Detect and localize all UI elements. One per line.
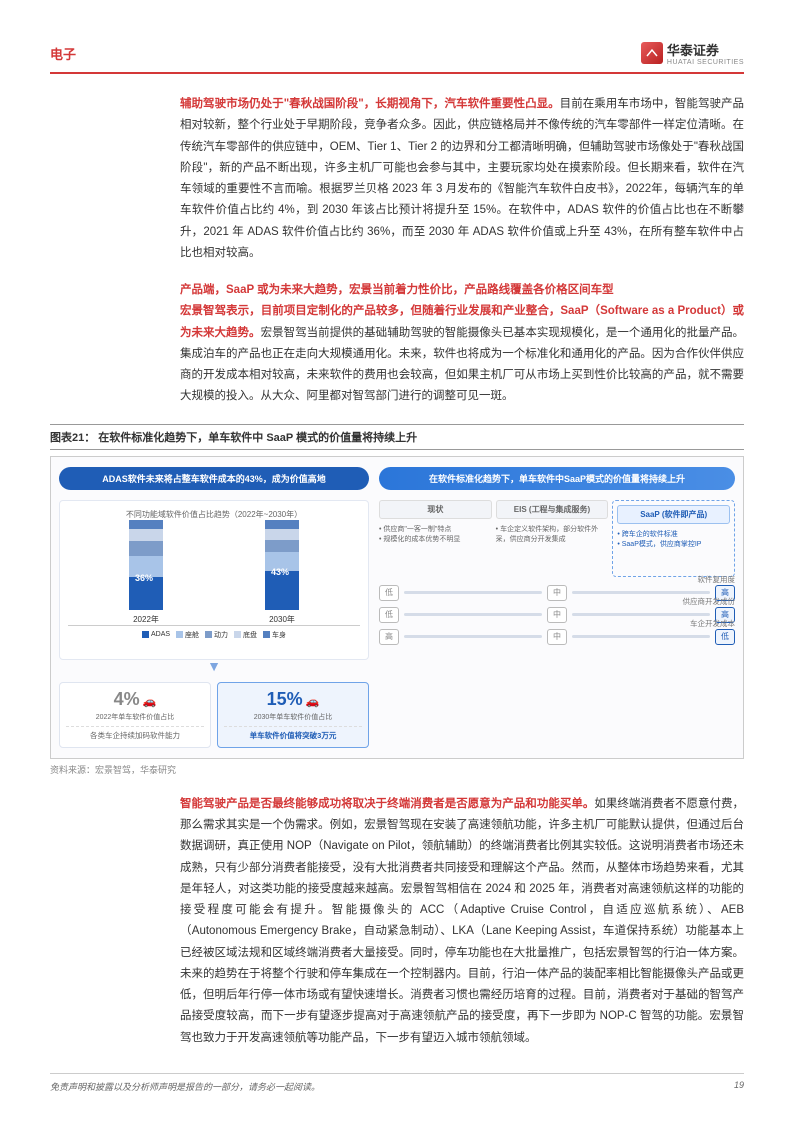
right-pill-title: 在软件标准化趋势下，单车软件中SaaP模式的价值量将持续上升: [379, 467, 735, 490]
paragraph-2: 产品端，SaaP 或为未来大趋势，宏景当前着力性价比，产品路线覆盖各价格区间车型…: [180, 280, 744, 408]
figure-right-panel: 在软件标准化趋势下，单车软件中SaaP模式的价值量将持续上升 现状• 供应商"一…: [379, 467, 735, 748]
paragraph-1: 辅助驾驶市场仍处于"春秋战国阶段"，长期视角下，汽车软件重要性凸显。目前在乘用车…: [180, 94, 744, 264]
para1-lead: 辅助驾驶市场仍处于"春秋战国阶段"，长期视角下，汽车软件重要性凸显。: [180, 98, 560, 110]
figure-left-panel: ADAS软件未来将占整车软件成本的43%，成为价值高地 不同功能域软件价值占比趋…: [59, 467, 369, 748]
paragraph-3: 智能驾驶产品是否最终能够成功将取决于终端消费者是否愿意为产品和功能买单。如果终端…: [180, 794, 744, 1049]
arrow-icon: ▼: [59, 658, 369, 674]
para3-lead: 智能驾驶产品是否最终能够成功将取决于终端消费者是否愿意为产品和功能买单。: [180, 798, 594, 810]
figure-caption: 图表21： 在软件标准化趋势下，单车软件中 SaaP 模式的价值量将持续上升: [50, 424, 744, 450]
page-header: 电子 华泰证券 HUATAI SECURITIES: [50, 40, 744, 74]
logo-icon: [641, 42, 663, 64]
chart-subtitle: 不同功能域软件价值占比趋势（2022年~2030年）: [68, 509, 360, 520]
stat-row: 4%🚗 2022年单车软件价值占比 各类车企持续加码软件能力15%🚗 2030年…: [59, 682, 369, 748]
logo-text: 华泰证券: [667, 40, 744, 59]
figure-21: ADAS软件未来将占整车软件成本的43%，成为价值高地 不同功能域软件价值占比趋…: [50, 456, 744, 759]
mode-comparison: 现状• 供应商"一客一制"特点• 规模化的成本优势不明显EIS (工程与集成服务…: [379, 500, 735, 577]
page-number: 19: [734, 1080, 744, 1093]
left-pill-title: ADAS软件未来将占整车软件成本的43%，成为价值高地: [59, 467, 369, 490]
page-footer: 免责声明和披露以及分析师声明是报告的一部分，请务必一起阅读。 19: [50, 1073, 744, 1093]
company-logo: 华泰证券 HUATAI SECURITIES: [641, 40, 744, 66]
para3-body: 如果终端消费者不愿意付费，那么需求其实是一个伪需求。例如，宏景智驾现在安装了高速…: [180, 798, 744, 1044]
stacked-bar-chart: 不同功能域软件价值占比趋势（2022年~2030年） 36%2022年43%20…: [59, 500, 369, 660]
para2-lead: 产品端，SaaP 或为未来大趋势，宏景当前着力性价比，产品路线覆盖各价格区间车型: [180, 284, 614, 296]
para2-body: 宏景智驾当前提供的基础辅助驾驶的智能摄像头已基本实现规模化，是一个通用化的批量产…: [180, 327, 744, 403]
scale-comparison: 软件复用度低中高供应商开发成份低中高车企开发成本高中低: [379, 585, 735, 645]
figure-source: 资料来源：宏景智驾，华泰研究: [50, 763, 744, 776]
footer-disclaimer: 免责声明和披露以及分析师声明是报告的一部分，请务必一起阅读。: [50, 1080, 320, 1093]
para1-body: 目前在乘用车市场中，智能驾驶产品相对较新，整个行业处于早期阶段，竞争者众多。因此…: [180, 98, 744, 259]
logo-subtext: HUATAI SECURITIES: [667, 59, 744, 66]
section-label: 电子: [50, 44, 76, 63]
